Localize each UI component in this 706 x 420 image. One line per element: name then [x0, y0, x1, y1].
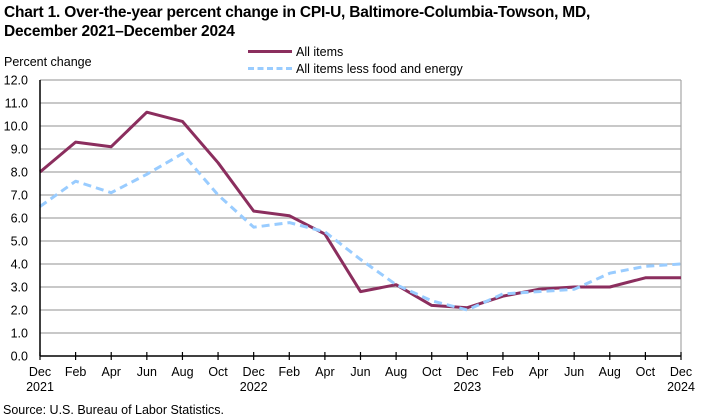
x-tick-label: Apr	[101, 365, 120, 379]
y-axis-label: Percent change	[4, 55, 92, 69]
x-tick-label: Oct	[636, 365, 656, 379]
y-tick-label: 7.0	[11, 189, 28, 203]
x-tick-label: Jun	[564, 365, 584, 379]
y-tick-label: 6.0	[11, 212, 28, 226]
y-tick-label: 12.0	[4, 74, 28, 88]
source-note: Source: U.S. Bureau of Labor Statistics.	[3, 403, 224, 417]
x-tick-year-label: 2023	[453, 380, 481, 394]
y-tick-label: 9.0	[11, 143, 28, 157]
legend-item-all-items: All items	[248, 43, 463, 60]
legend-swatch-core	[248, 67, 292, 70]
legend: All items All items less food and energy	[248, 43, 463, 77]
y-tick-label: 3.0	[11, 281, 28, 295]
y-tick-label: 8.0	[11, 166, 28, 180]
y-tick-label: 1.0	[11, 327, 28, 341]
x-tick-label: Jun	[137, 365, 157, 379]
x-tick-year-label: 2021	[26, 380, 54, 394]
x-tick-label: Oct	[208, 365, 228, 379]
x-tick-label: Jun	[350, 365, 370, 379]
x-tick-label: Dec	[243, 365, 265, 379]
y-tick-label: 11.0	[5, 97, 28, 111]
x-tick-label: Apr	[315, 365, 334, 379]
x-tick-label: Dec	[456, 365, 478, 379]
chart-title: Chart 1. Over-the-year percent change in…	[4, 4, 591, 40]
x-tick-label: Feb	[65, 365, 87, 379]
gridlines	[40, 79, 682, 356]
x-tick-label: Feb	[279, 365, 301, 379]
y-tick-label: 10.0	[4, 120, 28, 134]
x-tick-label: Oct	[422, 365, 442, 379]
legend-label-all-items: All items	[296, 44, 344, 59]
y-axis-ticks: 0.0 1.0 2.0 3.0 4.0 5.0 6.0 7.0 8.0 9.0 10.0 11.0 12…	[4, 74, 28, 364]
y-tick-label: 5.0	[11, 235, 28, 249]
legend-swatch-all-items	[248, 50, 292, 53]
y-tick-label: 2.0	[11, 304, 28, 318]
y-tick-label: 0.0	[11, 350, 28, 364]
y-tick-label: 4.0	[11, 258, 28, 272]
legend-item-core: All items less food and energy	[248, 60, 463, 77]
x-tick-year-label: 2022	[240, 380, 268, 394]
legend-label-core: All items less food and energy	[296, 61, 463, 76]
x-tick-label: Dec	[29, 365, 51, 379]
x-tick-label: Dec	[670, 365, 692, 379]
series-line-all-items	[39, 110, 681, 310]
x-tick-label: Apr	[529, 365, 548, 379]
x-tick-label: Aug	[385, 365, 407, 379]
series-lines	[39, 110, 682, 312]
x-tick-label: Feb	[492, 365, 514, 379]
x-tick-label: Aug	[599, 365, 621, 379]
x-tick-label: Aug	[171, 365, 193, 379]
x-tick-year-label: 2024	[667, 380, 695, 394]
